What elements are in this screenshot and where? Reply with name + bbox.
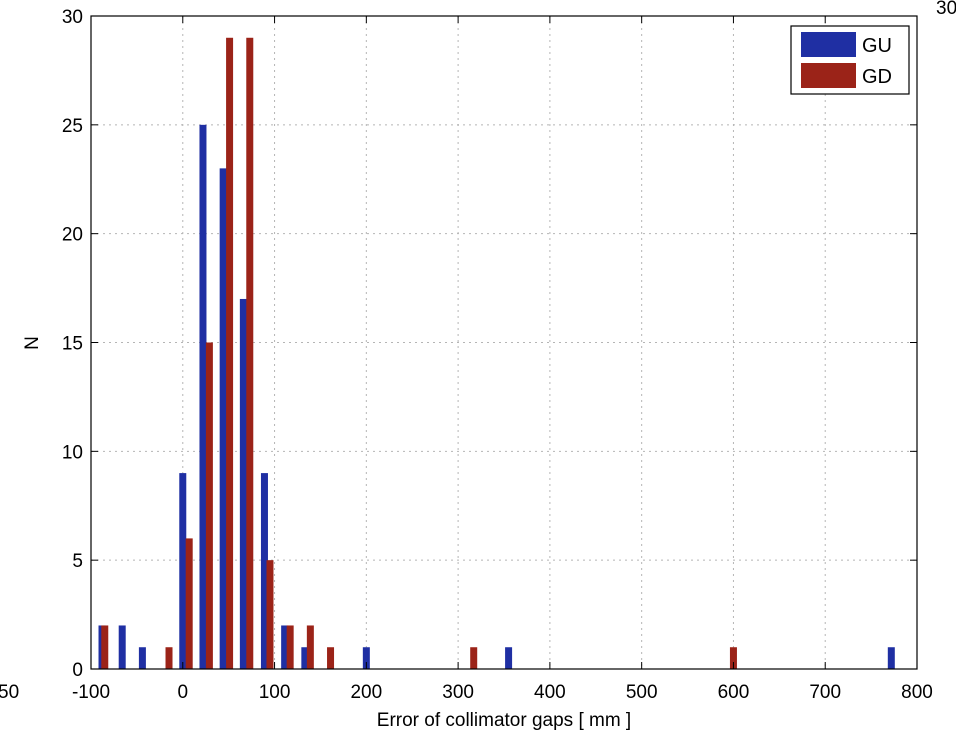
x-tick-label: 700 <box>809 682 841 703</box>
y-tick-label: 10 <box>62 442 83 463</box>
y-tick-label: 20 <box>62 225 83 246</box>
bar-gu <box>179 473 187 669</box>
y-tick-labels: 0 5 10 15 20 25 30 <box>62 7 83 681</box>
left-edge-label: 50 <box>0 682 19 703</box>
bar-gd <box>286 625 294 669</box>
x-tick-label: 300 <box>442 682 474 703</box>
bar-gu <box>219 168 227 669</box>
bar-gu <box>281 625 289 669</box>
bar-gd <box>246 37 254 670</box>
bar-gd <box>266 560 274 669</box>
bar-gu <box>362 647 370 669</box>
bar-gu <box>301 647 309 669</box>
bar-gu <box>118 625 126 669</box>
grid-lines <box>91 16 917 669</box>
y-tick-label: 0 <box>72 660 83 681</box>
bar-gu <box>887 647 895 669</box>
y-tick-label: 15 <box>62 334 83 355</box>
bar-gd <box>729 647 737 669</box>
x-tick-label: 200 <box>350 682 382 703</box>
bar-gd <box>205 342 213 669</box>
x-tick-labels: -100 0 100 200 300 400 500 600 700 800 <box>72 682 933 703</box>
bar-gu <box>505 647 513 669</box>
x-tick-label: 600 <box>718 682 750 703</box>
bar-gu <box>239 298 247 669</box>
x-tick-label: 0 <box>177 682 188 703</box>
legend-swatch-gd <box>801 63 856 88</box>
legend: GU GD <box>790 25 910 95</box>
legend-swatch-gu <box>801 32 856 57</box>
bar-gu <box>260 473 268 669</box>
bar-gd <box>226 37 234 670</box>
bar-gu <box>199 124 207 670</box>
x-tick-label: -100 <box>72 682 110 703</box>
x-tick-label: 400 <box>534 682 566 703</box>
x-axis-label: Error of collimator gaps [ mm ] <box>377 710 631 731</box>
x-tick-label: 100 <box>259 682 291 703</box>
tick-marks <box>90 15 918 670</box>
bar-gd <box>470 647 478 669</box>
bar-gu <box>138 647 146 669</box>
bar-gd <box>165 647 173 669</box>
x-tick-label: 500 <box>626 682 658 703</box>
right-edge-label: 30 <box>936 0 956 19</box>
bar-gd <box>101 625 109 669</box>
bar-gd <box>327 647 335 669</box>
bar-gd <box>185 538 193 669</box>
bars <box>98 37 895 670</box>
y-tick-label: 25 <box>62 116 83 137</box>
y-axis-label: N <box>22 336 43 350</box>
legend-label-gd: GD <box>862 66 892 88</box>
legend-label-gu: GU <box>862 35 892 57</box>
bar-gd <box>306 625 314 669</box>
y-tick-label: 30 <box>62 7 83 28</box>
y-tick-label: 5 <box>72 551 83 572</box>
x-tick-label: 800 <box>901 682 933 703</box>
